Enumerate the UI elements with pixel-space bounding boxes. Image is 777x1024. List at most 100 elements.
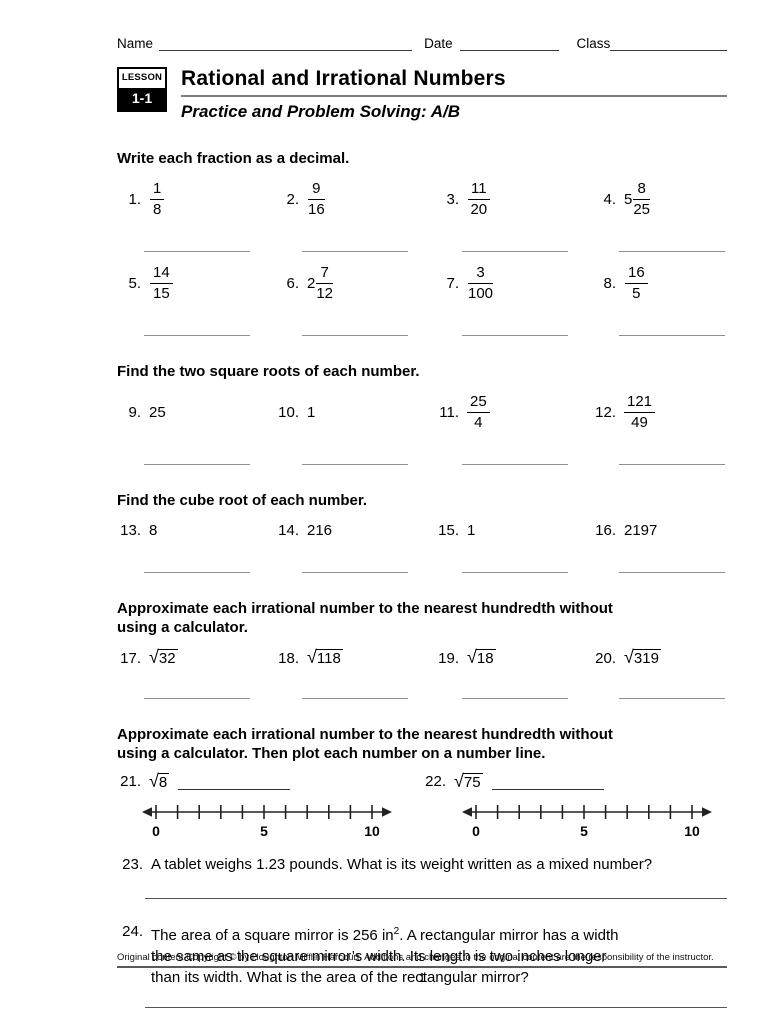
problem-24-line3: than its width. What is the area of the … xyxy=(151,969,529,986)
title-rule xyxy=(181,95,727,97)
problem-7: 7. 3 100 xyxy=(446,264,494,302)
section3-heading: Find the cube root of each number. xyxy=(117,492,368,509)
problem-19: 19. √ 18 xyxy=(438,647,496,667)
answer-line xyxy=(462,451,568,465)
problem-16: 16. 2197 xyxy=(595,522,658,539)
answer-line xyxy=(302,451,408,465)
answer-line xyxy=(619,685,725,699)
class-blank-line xyxy=(610,37,727,51)
section4-heading: Approximate each irrational number to th… xyxy=(117,600,613,636)
answer-line xyxy=(145,875,727,899)
name-date-class-row: Name Date Class xyxy=(117,34,727,51)
answer-row-5-8 xyxy=(117,322,727,336)
problem-row-9-12: 9. 25 10. 1 11. 25 4 12. 121 49 xyxy=(117,389,727,435)
problem-row-21-22: 21. √ 8 22. √ 75 xyxy=(117,771,727,791)
tick-label-0: 0 xyxy=(472,823,480,839)
problem-row-17-20: 17. √ 32 18. √ 118 19. √ 18 20. √ 319 xyxy=(117,647,727,667)
answer-row-13-16 xyxy=(117,559,727,573)
answer-line xyxy=(619,238,725,252)
date-label: Date xyxy=(424,36,453,51)
tick-label-5: 5 xyxy=(580,823,588,839)
name-label: Name xyxy=(117,36,154,51)
problem-10: 10. 1 xyxy=(278,403,316,421)
lesson-badge-number: 1-1 xyxy=(119,88,165,110)
problem-11: 11. 25 4 xyxy=(435,389,592,435)
page-footer: Original content Copyright © by Houghton… xyxy=(117,952,727,985)
problem-12: 12. 121 49 xyxy=(592,389,727,435)
answer-line xyxy=(144,451,250,465)
answer-line xyxy=(302,238,408,252)
problem-row-13-16: 13. 8 14. 216 15. 1 16. 2197 xyxy=(117,522,727,539)
problem-18: 18. √ 118 xyxy=(278,647,343,667)
copyright-text: Original content Copyright © by Houghton… xyxy=(117,952,714,963)
problem-24-line1: The area of a square mirror is 256 in2. … xyxy=(151,926,619,944)
problem-15: 15. 1 xyxy=(438,522,476,539)
answer-line xyxy=(302,559,408,573)
problem-5: 5. 14 15 xyxy=(117,260,275,306)
answer-row-9-12 xyxy=(117,451,727,465)
number-lines-row: 0 5 10 xyxy=(117,799,727,846)
footer-rule xyxy=(117,966,727,968)
radical-icon: √ xyxy=(149,647,159,667)
answer-line xyxy=(302,322,408,336)
page-title: Rational and Irrational Numbers xyxy=(181,67,506,90)
tick-label-5: 5 xyxy=(260,823,268,839)
problem-24-line2: the same as the square mirror’s width. I… xyxy=(151,948,607,965)
tick-label-10: 10 xyxy=(684,823,700,839)
problem-6: 6. 2 7 12 xyxy=(286,264,334,302)
radical-icon: √ xyxy=(149,771,159,791)
problem-14: 14. 216 xyxy=(278,522,333,539)
answer-line xyxy=(462,559,568,573)
answer-line xyxy=(144,322,250,336)
number-line-21: 0 5 10 xyxy=(142,805,392,839)
number-line-22: 0 5 10 xyxy=(462,805,712,839)
answer-line xyxy=(619,322,725,336)
problem-20: 20. √ 319 xyxy=(595,647,661,667)
answer-line xyxy=(619,451,725,465)
lesson-header: LESSON 1-1 Rational and Irrational Numbe… xyxy=(117,67,727,122)
section2-heading: Find the two square roots of each number… xyxy=(117,363,420,380)
class-label: Class xyxy=(576,36,611,51)
section5-heading: Approximate each irrational number to th… xyxy=(117,726,613,762)
page-subtitle: Practice and Problem Solving: A/B xyxy=(181,102,460,121)
problem-8: 8. 16 5 xyxy=(592,260,727,306)
radical-icon: √ xyxy=(307,647,317,667)
problem-24: 24. The area of a square mirror is 256 i… xyxy=(122,923,619,986)
answer-line xyxy=(144,685,250,699)
answer-line xyxy=(302,685,408,699)
tick-label-10: 10 xyxy=(364,823,380,839)
answer-line xyxy=(462,685,568,699)
answer-row-1-4 xyxy=(117,238,727,252)
problem-4: 4. 5 8 25 xyxy=(603,180,651,218)
answer-line xyxy=(144,559,250,573)
problem-17: 17. √ 32 xyxy=(120,647,178,667)
page-number: 1 xyxy=(418,970,426,985)
problem-row-5-8: 5. 14 15 6. 2 7 12 7. 3 100 8. 16 5 xyxy=(117,260,727,306)
answer-line xyxy=(491,773,604,790)
problem-13: 13. 8 xyxy=(120,522,158,539)
tick-label-0: 0 xyxy=(152,823,160,839)
answer-line xyxy=(462,322,568,336)
name-blank-line xyxy=(159,37,413,51)
lesson-badge-word: LESSON xyxy=(119,69,165,88)
answer-line xyxy=(178,773,291,790)
radical-icon: √ xyxy=(467,647,477,667)
answer-line xyxy=(144,238,250,252)
problem-3: 3. 11 20 xyxy=(435,176,592,222)
section1-heading: Write each fraction as a decimal. xyxy=(117,150,350,167)
answer-line xyxy=(145,988,727,1008)
problem-2: 2. 9 16 xyxy=(286,180,325,218)
answer-line xyxy=(462,238,568,252)
date-blank-line xyxy=(459,37,559,51)
radical-icon: √ xyxy=(454,771,464,791)
answer-row-17-20 xyxy=(117,685,727,699)
radical-icon: √ xyxy=(624,647,634,667)
problem-23: 23. A tablet weighs 1.23 pounds. What is… xyxy=(122,856,653,873)
answer-line xyxy=(619,559,725,573)
problem-9: 9. 25 xyxy=(128,403,166,421)
problem-22: 22. √ 75 xyxy=(422,771,727,791)
problem-21: 21. √ 8 xyxy=(117,771,422,791)
